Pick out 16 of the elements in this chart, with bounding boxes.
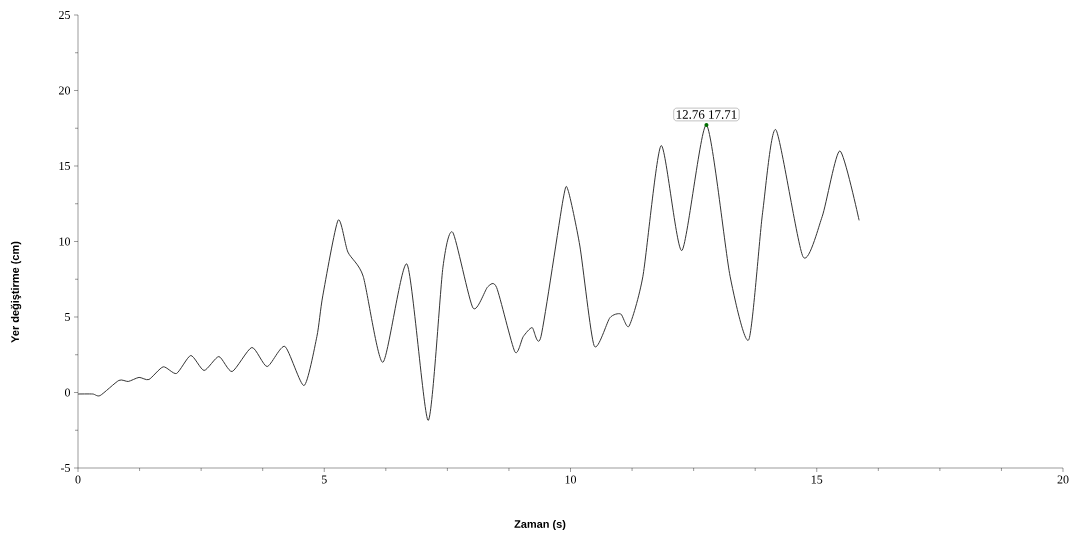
x-tick-label: 15 bbox=[811, 475, 823, 484]
x-tick-label: 0 bbox=[75, 475, 81, 484]
y-tick-label: 10 bbox=[59, 237, 71, 246]
y-tick-label: -5 bbox=[60, 464, 71, 472]
y-tick-label: 5 bbox=[65, 313, 71, 321]
y-tick-label: 15 bbox=[59, 161, 71, 170]
y-tick-label: 0 bbox=[64, 388, 71, 397]
x-tick-label: 10 bbox=[565, 475, 577, 484]
x-tick-label: 5 bbox=[321, 475, 327, 484]
annotation: 12.76 17.71 bbox=[676, 110, 737, 119]
x-tick-label: 20 bbox=[1057, 475, 1069, 484]
y-tick-label: 20 bbox=[59, 86, 71, 95]
y-tick-label: 25 bbox=[59, 10, 71, 19]
line-series bbox=[77, 123, 860, 421]
x-axis-title: Zaman (s) bbox=[514, 519, 566, 531]
y-axis-title: Yer değiştirme (cm) bbox=[10, 241, 22, 343]
